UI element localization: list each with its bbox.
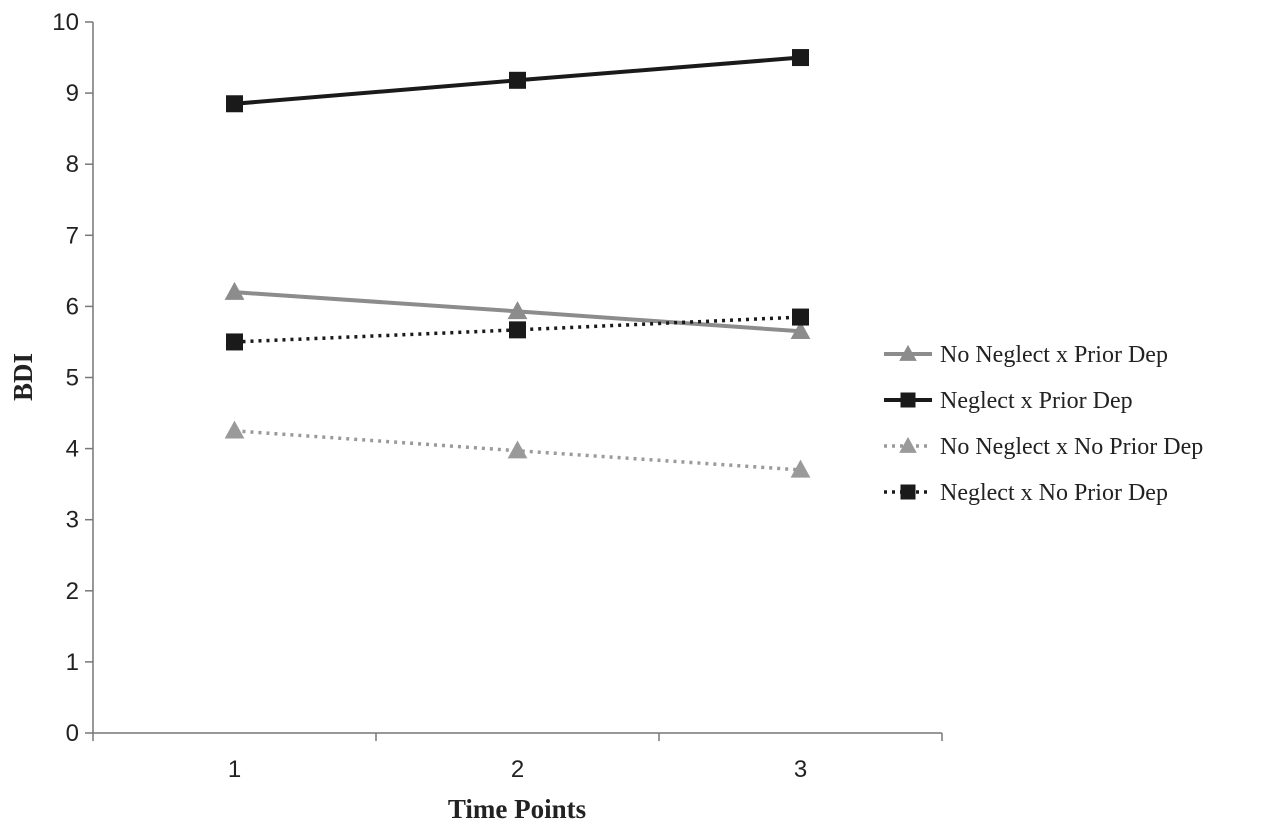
y-tick-label: 0 [66,720,79,747]
legend-label: Neglect x Prior Dep [940,388,1133,414]
data-point [224,420,245,439]
legend-item: Neglect x Prior Dep [884,388,1133,414]
legend-item: No Neglect x No Prior Dep [884,434,1203,460]
legend-item: No Neglect x Prior Dep [884,342,1168,368]
series-line [234,429,801,472]
x-tick-label: 3 [794,756,807,783]
legend-swatch-marker [900,392,916,408]
legend-label: No Neglect x Prior Dep [940,342,1168,368]
legend-label: No Neglect x No Prior Dep [940,434,1203,460]
x-tick-label: 2 [511,756,524,783]
x-axis-title: Time Points [448,794,586,824]
y-tick-label: 3 [66,507,79,534]
data-point [509,71,526,89]
series-layer [224,49,811,478]
legend-label: Neglect x No Prior Dep [940,480,1168,506]
y-axis: 0 1 2 3 4 5 6 7 8 9 10 [52,9,94,747]
data-point [509,321,526,339]
x-axis: 1 2 3 [92,732,943,783]
y-tick-label: 7 [66,222,79,249]
data-point [792,308,809,326]
y-tick-label: 1 [66,649,79,676]
legend-swatch-marker [899,436,917,453]
y-axis-title: BDI [8,353,38,401]
y-tick-label: 4 [66,436,79,463]
legend-swatch-marker [900,484,916,500]
series-line [234,315,801,344]
data-point [792,49,809,67]
y-tick-label: 2 [66,578,79,605]
data-point [507,301,528,320]
data-point [226,95,243,113]
series-2 [224,420,811,478]
data-point [226,333,243,351]
data-point [507,440,528,459]
legend-item: Neglect x No Prior Dep [884,480,1168,506]
y-tick-label: 8 [66,151,79,178]
legend-swatch-marker [899,344,917,361]
x-tick-label: 1 [228,756,241,783]
legend: No Neglect x Prior Dep Neglect x Prior De… [884,342,1203,506]
series-0 [224,281,811,339]
y-tick-label: 9 [66,80,79,107]
series-3 [226,308,809,351]
data-point [790,459,811,478]
y-tick-label: 6 [66,293,79,320]
y-tick-label: 10 [52,9,79,36]
data-point [790,321,811,339]
y-tick-label: 5 [66,365,79,392]
data-point [224,281,245,300]
series-1 [226,49,809,113]
